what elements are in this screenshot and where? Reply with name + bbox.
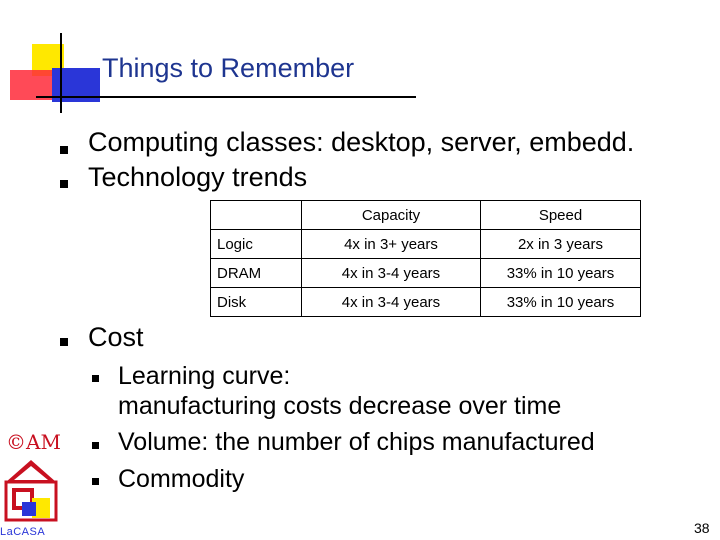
bullet-marker [60, 338, 68, 346]
sub-bullet-learning-curve: Learning curve: [118, 362, 291, 390]
slide-title: Things to Remember [102, 53, 355, 83]
table-cell: Disk [210, 287, 302, 317]
bullet-marker [60, 180, 68, 188]
table-cell: 4x in 3+ years [301, 229, 481, 259]
table-row: Logic 4x in 3+ years 2x in 3 years [210, 229, 641, 259]
table-row: DRAM 4x in 3-4 years 33% in 10 years [210, 258, 641, 288]
sub-bullet-marker [92, 442, 99, 449]
sub-bullet-volume: Volume: the number of chips manufactured [118, 428, 595, 456]
technology-trends-table: Capacity Speed Logic 4x in 3+ years 2x i… [210, 200, 641, 317]
logo-lacasa-text: LaCASA [0, 526, 46, 538]
table-cell: 4x in 3-4 years [301, 258, 481, 288]
sub-bullet-commodity: Commodity [118, 465, 245, 493]
bullet-cost: Cost [88, 322, 144, 352]
table-cell: Logic [210, 229, 302, 259]
logo-am-symbol: ©AM [6, 430, 61, 454]
sub-bullet-marker [92, 375, 99, 382]
title-ornament-vline [60, 33, 62, 113]
table-header-speed: Speed [480, 200, 641, 230]
sub-bullet-marker [92, 478, 99, 485]
table-header-cell [210, 200, 302, 230]
table-header-row: Capacity Speed [210, 200, 641, 230]
table-header-capacity: Capacity [301, 200, 481, 230]
lacasa-house-icon [4, 460, 58, 522]
table-cell: 4x in 3-4 years [301, 287, 481, 317]
bullet-technology-trends: Technology trends [88, 162, 308, 192]
table-cell: 33% in 10 years [480, 287, 641, 317]
page-number: 38 [694, 520, 710, 536]
title-underline [36, 96, 416, 98]
table-cell: 33% in 10 years [480, 258, 641, 288]
sub-bullet-learning-curve-cont: manufacturing costs decrease over time [118, 392, 562, 420]
table-cell: 2x in 3 years [480, 229, 641, 259]
table-cell: DRAM [210, 258, 302, 288]
table-row: Disk 4x in 3-4 years 33% in 10 years [210, 287, 641, 317]
bullet-marker [60, 146, 68, 154]
bullet-computing-classes: Computing classes: desktop, server, embe… [88, 127, 635, 157]
